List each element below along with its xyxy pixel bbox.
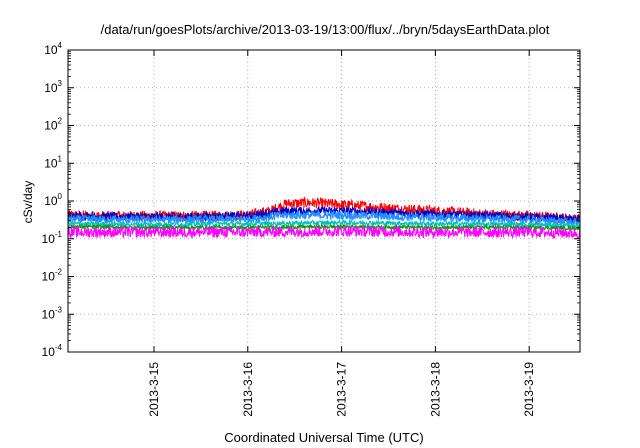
x-axis-label: Coordinated Universal Time (UTC) bbox=[224, 430, 423, 445]
y-axis-label: cSv/day bbox=[21, 181, 35, 224]
series-line bbox=[67, 224, 581, 240]
series-layer bbox=[67, 195, 581, 240]
y-tick-base: 10 bbox=[44, 81, 58, 95]
y-tick-base: 10 bbox=[42, 307, 56, 321]
y-tick-label: 10-2 bbox=[42, 268, 63, 284]
y-tick-base: 10 bbox=[44, 194, 58, 208]
x-tick-label: 2013-3-18 bbox=[428, 362, 442, 417]
y-tick-exponent: -4 bbox=[55, 343, 63, 352]
y-tick-exponent: -1 bbox=[55, 230, 63, 239]
y-tick-base: 10 bbox=[42, 270, 56, 284]
y-tick-label: 104 bbox=[44, 41, 62, 57]
y-tick-base: 10 bbox=[44, 119, 58, 133]
y-tick-exponent: 4 bbox=[58, 41, 63, 50]
y-tick-label: 100 bbox=[44, 192, 62, 208]
y-tick-base: 10 bbox=[44, 43, 58, 57]
x-tick-label: 2013-3-17 bbox=[335, 362, 349, 417]
tick-marks bbox=[68, 49, 580, 353]
y-tick-exponent: 0 bbox=[58, 192, 63, 201]
y-tick-label: 10-3 bbox=[42, 305, 63, 321]
x-tick-label: 2013-3-19 bbox=[522, 362, 536, 417]
y-tick-label: 102 bbox=[44, 117, 62, 133]
y-tick-base: 10 bbox=[42, 345, 56, 359]
y-tick-label: 101 bbox=[44, 154, 62, 170]
y-tick-exponent: -3 bbox=[55, 305, 63, 314]
y-tick-exponent: 3 bbox=[58, 79, 63, 88]
x-tick-label: 2013-3-16 bbox=[241, 362, 255, 417]
y-tick-exponent: -2 bbox=[55, 268, 63, 277]
y-tick-label: 103 bbox=[44, 79, 62, 95]
y-tick-base: 10 bbox=[42, 232, 56, 246]
y-tick-exponent: 2 bbox=[58, 117, 63, 126]
y-tick-base: 10 bbox=[44, 156, 58, 170]
series-line bbox=[67, 209, 581, 227]
x-tick-labels: 2013-3-15 2013-3-16 2013-3-17 2013-3-18 2013… bbox=[147, 362, 536, 417]
y-tick-label: 10-4 bbox=[42, 343, 63, 359]
series-line bbox=[67, 218, 581, 230]
x-tick-label: 2013-3-15 bbox=[147, 362, 161, 417]
chart-title: /data/run/goesPlots/archive/2013-03-19/1… bbox=[101, 22, 550, 37]
y-tick-label: 10-1 bbox=[42, 230, 63, 246]
y-tick-exponent: 1 bbox=[58, 154, 63, 163]
